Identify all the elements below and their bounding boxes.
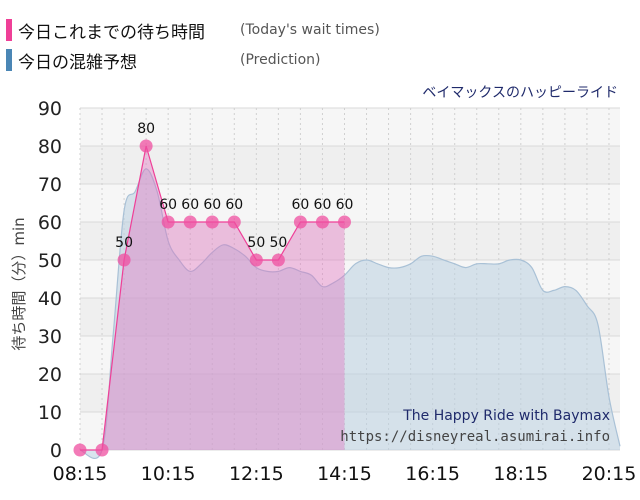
y-tick-label: 60 (38, 212, 62, 234)
data-label: 60 (159, 197, 177, 213)
y-tick-label: 70 (38, 174, 62, 196)
legend-predicted: 今日の混雑予想 (Prediction) (6, 48, 321, 73)
actual-point (73, 443, 87, 457)
predicted-line (79, 168, 621, 459)
y-tick-label: 30 (38, 326, 62, 348)
y-tick-label: 10 (38, 402, 62, 424)
legend-actual: 今日これまでの待ち時間 (Today's wait times) (6, 18, 380, 43)
actual-point (183, 215, 197, 229)
data-label: 60 (181, 197, 199, 213)
x-tick-label: 20:15 (582, 463, 637, 485)
data-label: 80 (137, 121, 155, 137)
predicted-area (80, 168, 620, 459)
legend-actual-sublabel: (Today's wait times) (240, 22, 380, 38)
actual-point (293, 215, 307, 229)
watermark-title: The Happy Ride with Baymax (402, 408, 610, 424)
legend-actual-swatch (6, 19, 12, 41)
actual-point (161, 215, 175, 229)
plot-band (80, 184, 620, 222)
actual-point (139, 139, 153, 153)
y-tick-label: 80 (38, 136, 62, 158)
data-label: 60 (203, 197, 221, 213)
plot-band (80, 146, 620, 184)
data-label: 50 (115, 235, 133, 251)
actual-point (117, 253, 131, 267)
y-axis-label: 待ち時間（分）min (10, 217, 28, 350)
actual-point (227, 215, 241, 229)
y-tick-label: 50 (38, 250, 62, 272)
y-tick-label: 90 (38, 98, 62, 120)
data-label: 60 (225, 197, 243, 213)
actual-point (95, 443, 109, 457)
legend-actual-label: 今日これまでの待ち時間 (18, 22, 205, 43)
watermark-url: https://disneyreal.asumirai.info (340, 429, 610, 445)
y-tick-label: 0 (50, 440, 62, 462)
actual-point (337, 215, 351, 229)
y-tick-label: 20 (38, 364, 62, 386)
data-label: 50 (269, 235, 287, 251)
actual-point (249, 253, 263, 267)
actual-point (271, 253, 285, 267)
data-label: 60 (291, 197, 309, 213)
plot-band (80, 108, 620, 146)
x-tick-label: 08:15 (53, 463, 108, 485)
data-label: 60 (314, 197, 332, 213)
x-tick-label: 14:15 (317, 463, 372, 485)
actual-area (80, 146, 345, 450)
x-tick-label: 10:15 (141, 463, 196, 485)
x-tick-label: 12:15 (229, 463, 284, 485)
x-tick-label: 16:15 (405, 463, 460, 485)
data-label: 50 (247, 235, 265, 251)
x-tick-label: 18:15 (493, 463, 548, 485)
attraction-title: ベイマックスのハッピーライド (422, 85, 618, 101)
data-label: 60 (336, 197, 354, 213)
actual-point (205, 215, 219, 229)
legend-predicted-label: 今日の混雑予想 (18, 52, 137, 73)
actual-point (315, 215, 329, 229)
y-tick-label: 40 (38, 288, 62, 310)
legend-predicted-swatch (6, 49, 12, 71)
legend-predicted-sublabel: (Prediction) (240, 52, 321, 68)
